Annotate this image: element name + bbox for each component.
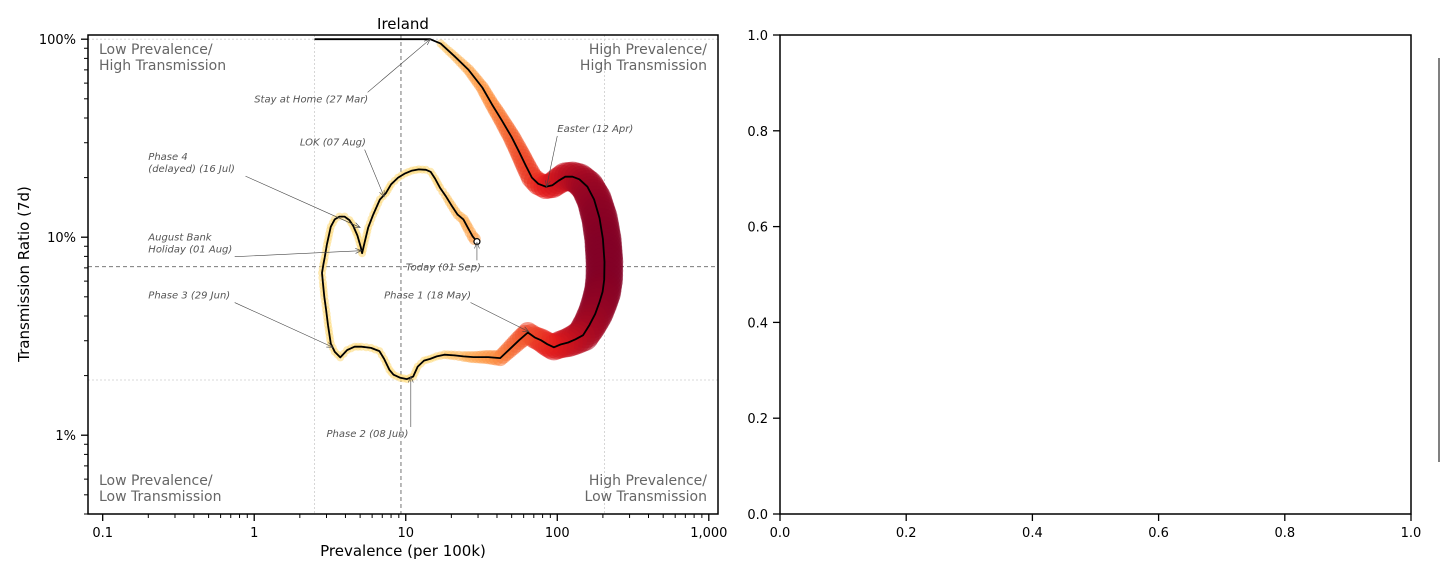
annotation-arrowhead-7 bbox=[522, 326, 530, 333]
quadrant-label-top-right: High Prevalence/High Transmission bbox=[580, 42, 707, 74]
annotation-arrow-1 bbox=[546, 135, 558, 187]
quadrant-label-top-left: Low Prevalence/High Transmission bbox=[99, 42, 226, 74]
y-tick-label: 100% bbox=[39, 33, 76, 48]
right-y-tick-label: 1.0 bbox=[747, 29, 768, 44]
annotation-arrow-0 bbox=[367, 38, 431, 93]
annotation-label-8: Phase 2 (08 Jun) bbox=[327, 429, 409, 440]
right-x-tick-label: 0.8 bbox=[1274, 526, 1295, 541]
x-tick-label: 0.1 bbox=[92, 526, 113, 541]
annotation-label-0: Stay at Home (27 Mar) bbox=[254, 94, 368, 105]
y-tick-label: 1% bbox=[55, 429, 76, 444]
x-tick-label: 10 bbox=[397, 526, 414, 541]
annotation-label-1: Easter (12 Apr) bbox=[557, 124, 633, 135]
left-quadrant-labels: Low Prevalence/High Transmission High Pr… bbox=[99, 42, 707, 505]
left-y-axis-title: Transmission Ratio (7d) bbox=[15, 186, 33, 363]
left-axis-ticks: 0.1 1 10 100 1,000 1% 10% 100% bbox=[39, 33, 728, 541]
right-x-tick-label: 0.2 bbox=[896, 526, 917, 541]
quadrant-label-bottom-left: Low Prevalence/Low Transmission bbox=[99, 473, 221, 505]
right-y-tick-label: 0.2 bbox=[747, 412, 768, 427]
right-x-tick-label: 1.0 bbox=[1401, 526, 1422, 541]
annotation-arrowhead-0 bbox=[423, 38, 431, 46]
annotation-label-3: Phase 4 (delayed) (16 Jul) bbox=[148, 152, 235, 175]
left-trajectory-markers bbox=[318, 39, 624, 384]
annotation-arrow-7 bbox=[470, 302, 530, 333]
quadrant-label-bottom-right: High Prevalence/Low Transmission bbox=[585, 473, 708, 505]
x-tick-label: 100 bbox=[545, 526, 570, 541]
right-y-tick-label: 0.4 bbox=[747, 316, 768, 331]
annotation-label-2: LOK (07 Aug) bbox=[300, 138, 366, 149]
right-x-tick-label: 0.4 bbox=[1022, 526, 1043, 541]
annotation-arrowhead-5 bbox=[474, 241, 480, 249]
annotation-arrowhead-3 bbox=[353, 222, 361, 228]
x-tick-label: 1 bbox=[250, 526, 258, 541]
annotation-arrow-2 bbox=[364, 149, 385, 197]
right-axis-ticks: 0.0 0.2 0.4 0.6 0.8 1.0 0.0 0.2 0.4 0.6 0.8 1.0 bbox=[747, 29, 1421, 541]
right-y-tick-label: 0.0 bbox=[747, 508, 768, 523]
y-tick-label: 10% bbox=[47, 231, 76, 246]
left-axes-frame bbox=[87, 34, 719, 515]
left-chart-title: Ireland bbox=[377, 15, 429, 33]
annotation-arrowhead-1 bbox=[545, 180, 551, 188]
annotation-label-6: Phase 3 (29 Jun) bbox=[148, 291, 230, 302]
left-annotations: Stay at Home (27 Mar) Easter (12 Apr) LOK … bbox=[147, 38, 633, 440]
right-y-tick-label: 0.8 bbox=[747, 125, 768, 140]
annotation-arrowhead-8 bbox=[408, 375, 414, 383]
annotation-label-7: Phase 1 (18 May) bbox=[384, 291, 471, 302]
left-x-axis-title: Prevalence (per 100k) bbox=[320, 542, 486, 560]
right-y-tick-label: 0.6 bbox=[747, 221, 768, 236]
right-x-tick-label: 0.0 bbox=[770, 526, 791, 541]
left-grid bbox=[88, 35, 718, 514]
annotation-arrow-4 bbox=[234, 250, 362, 258]
x-tick-label: 1,000 bbox=[690, 526, 727, 541]
annotation-arrow-6 bbox=[234, 302, 333, 348]
annotation-arrow-3 bbox=[245, 175, 361, 228]
right-x-tick-label: 0.6 bbox=[1148, 526, 1169, 541]
right-axes-frame bbox=[779, 34, 1412, 515]
annotation-label-5: Today (01 Sep) bbox=[406, 262, 481, 273]
annotation-arrowhead-6 bbox=[326, 342, 334, 348]
left-chart: Stay at Home (27 Mar) Easter (12 Apr) LOK … bbox=[15, 15, 727, 560]
annotation-arrowhead-2 bbox=[379, 190, 385, 198]
right-chart: 0.0 0.2 0.4 0.6 0.8 1.0 0.0 0.2 0.4 0.6 0.8 1.0 bbox=[747, 29, 1421, 541]
annotation-arrowhead-4 bbox=[355, 248, 363, 254]
annotation-label-4: August Bank Holiday (01 Aug) bbox=[147, 233, 232, 256]
left-trajectory-line bbox=[314, 38, 606, 380]
